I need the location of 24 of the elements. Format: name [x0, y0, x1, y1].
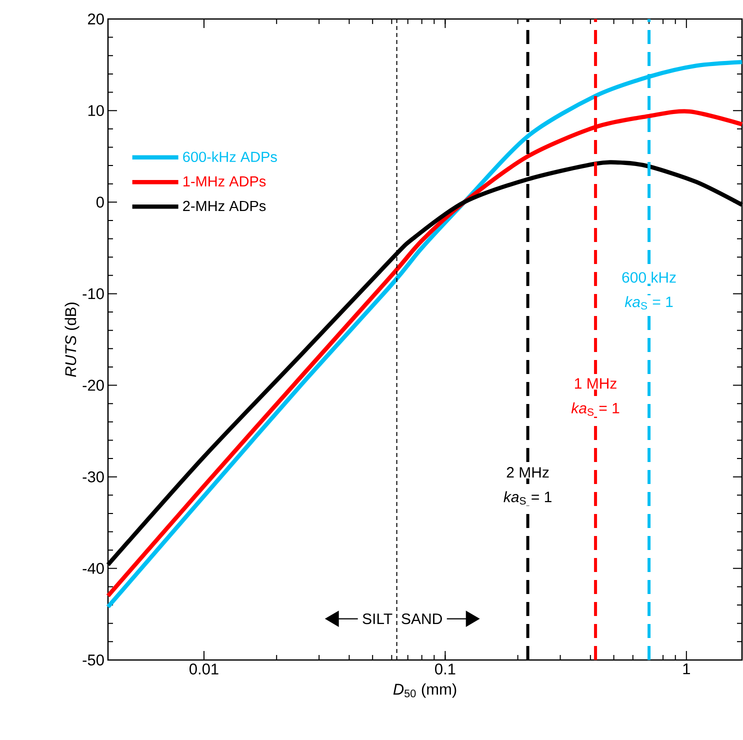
y-tick-label: -20 — [82, 380, 104, 391]
annotation: ka$_{S}$ = 1 — [571, 402, 620, 416]
annotation: SAND — [402, 613, 442, 624]
y-tick-label: -30 — [82, 471, 104, 482]
annotation: 600 kHz — [622, 272, 676, 283]
y-tick-label: -10 — [82, 288, 104, 300]
annotation: 1 MHz — [575, 378, 616, 389]
y-tick-label: 10 — [88, 105, 104, 116]
x-tick-label: 0.1 — [435, 664, 456, 674]
annotation: SILT — [362, 613, 392, 624]
y-tick-label: -50 — [82, 654, 104, 666]
legend-label: 2-MHz ADPs — [183, 200, 266, 212]
x-axis-title: D$_{50}$ (mm) — [393, 683, 456, 698]
annotation: 2 MHz — [506, 467, 549, 478]
y-tick-label: 0 — [96, 196, 104, 208]
y-axis-title: RUTS (dB) — [64, 302, 80, 377]
legend-label: 1-MHz ADPs — [184, 176, 266, 186]
y-tick-label: -40 — [82, 562, 104, 574]
x-tick-label: 1 — [683, 664, 690, 674]
y-tick-label: 20 — [88, 14, 104, 24]
x-tick-label: 0.01 — [190, 664, 218, 674]
annotation: ka$_{S}$ = 1 — [624, 296, 673, 310]
legend-label: 600-kHz ADPs — [183, 151, 277, 162]
annotation: ka$_{S}$ = 1 — [504, 491, 552, 505]
